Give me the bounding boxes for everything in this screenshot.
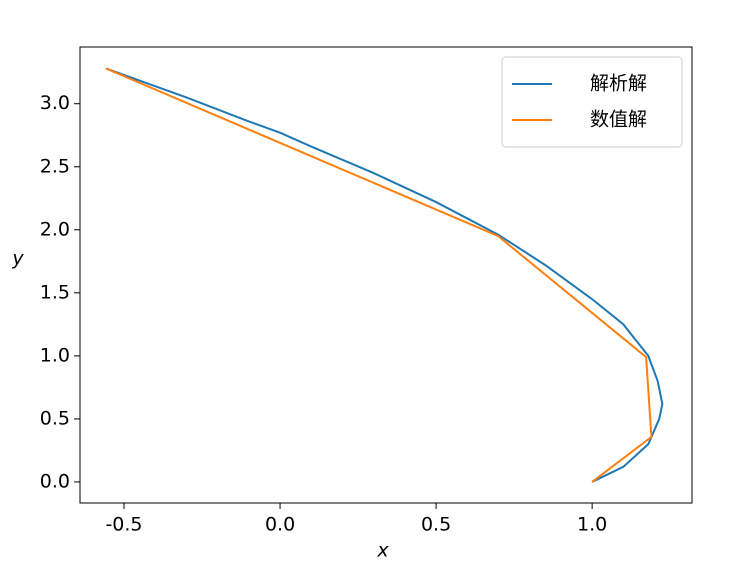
y-tick-label: 2.5 bbox=[40, 155, 70, 177]
y-tick-label: 3.0 bbox=[40, 92, 70, 114]
y-axis-label: y bbox=[11, 248, 24, 270]
x-axis-label: x bbox=[376, 540, 389, 562]
x-tick-label: 0.5 bbox=[421, 514, 451, 536]
legend-box bbox=[501, 56, 683, 148]
legend-label: 解析解 bbox=[590, 73, 647, 95]
y-tick-label: 0.5 bbox=[40, 407, 70, 429]
series-line bbox=[105, 67, 664, 483]
legend-label: 数值解 bbox=[590, 109, 647, 131]
x-tick-label: 0.0 bbox=[265, 514, 295, 536]
y-tick-label: 2.0 bbox=[40, 218, 70, 240]
y-tick-label: 1.5 bbox=[40, 281, 70, 303]
x-tick-label: 1.0 bbox=[577, 514, 607, 536]
x-tick-label: -0.5 bbox=[105, 514, 142, 536]
y-tick-label: 0.0 bbox=[40, 470, 70, 492]
plot-frame bbox=[79, 46, 693, 504]
series-line bbox=[105, 67, 653, 483]
y-tick-label: 1.0 bbox=[40, 344, 70, 366]
